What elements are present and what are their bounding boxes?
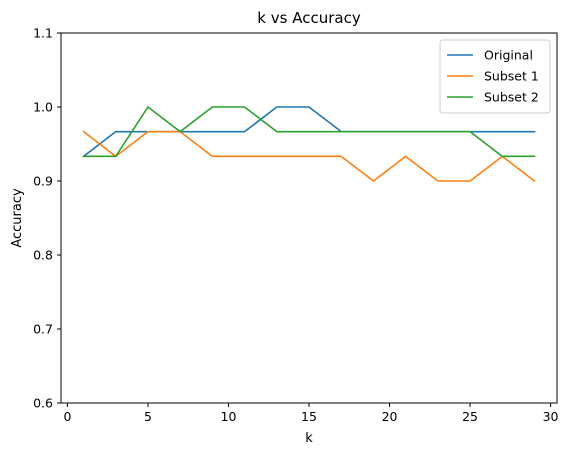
chart-title: k vs Accuracy <box>257 9 361 27</box>
x-tick-label: 0 <box>63 409 71 424</box>
y-axis-label: Accuracy <box>10 188 25 248</box>
y-tick-label: 1.0 <box>33 100 53 115</box>
legend-label-1: Original <box>484 48 533 63</box>
legend-label-3: Subset 2 <box>484 90 539 105</box>
y-tick-label: 0.8 <box>33 248 53 263</box>
legend: Original Subset 1 Subset 2 <box>440 40 550 113</box>
y-tick-label: 0.7 <box>33 322 53 337</box>
y-tick-label: 0.6 <box>33 396 53 411</box>
y-axis: 0.6 0.7 0.8 0.9 1.0 1.1 <box>33 26 61 411</box>
x-axis: 0 5 10 15 20 25 30 <box>63 403 558 424</box>
x-tick-label: 25 <box>462 409 478 424</box>
series-line-2 <box>84 132 535 181</box>
x-tick-label: 10 <box>221 409 237 424</box>
x-tick-label: 30 <box>543 409 559 424</box>
y-tick-label: 0.9 <box>33 174 53 189</box>
x-tick-label: 5 <box>144 409 152 424</box>
y-tick-label: 1.1 <box>33 26 53 41</box>
x-tick-label: 20 <box>382 409 398 424</box>
legend-label-2: Subset 1 <box>484 69 539 84</box>
x-axis-label: k <box>305 431 313 446</box>
x-tick-label: 15 <box>301 409 317 424</box>
